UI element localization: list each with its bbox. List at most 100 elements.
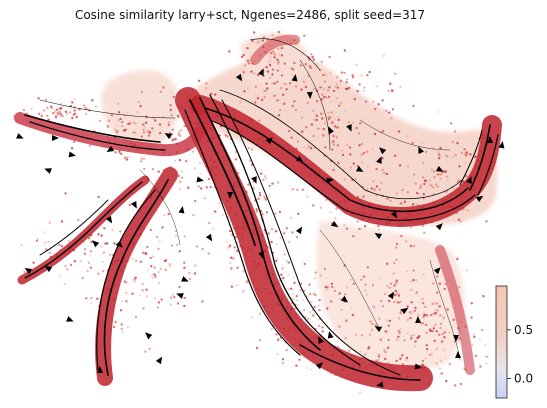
cell-point — [328, 86, 331, 89]
cell-point — [281, 267, 284, 270]
cell-point — [274, 212, 277, 215]
branch-top-spike — [250, 34, 300, 65]
cell-point — [285, 348, 288, 352]
velocity-arrowhead — [453, 334, 460, 342]
cell-point — [351, 313, 355, 317]
cell-point — [339, 79, 343, 83]
velocity-arrowhead — [376, 381, 384, 388]
cell-point — [258, 191, 262, 195]
cell-point — [333, 125, 337, 128]
cell-point — [405, 183, 408, 186]
cell-point — [175, 243, 179, 247]
cell-point — [381, 99, 384, 102]
cell-point — [253, 72, 256, 75]
cell-point — [402, 202, 405, 205]
cell-point — [445, 379, 448, 383]
cell-point — [322, 73, 325, 77]
cell-point — [48, 221, 51, 224]
cell-point — [283, 253, 286, 256]
cell-point — [362, 195, 365, 198]
cell-point — [135, 133, 138, 136]
cell-point — [276, 58, 279, 61]
cell-point — [263, 175, 267, 178]
cell-point — [197, 185, 200, 188]
cell-point — [485, 362, 488, 365]
cell-point — [331, 148, 334, 151]
cell-point — [459, 382, 462, 386]
cell-point — [181, 170, 184, 173]
cell-point — [144, 121, 148, 124]
cell-point — [265, 66, 268, 69]
cell-point — [419, 184, 423, 187]
cell-point — [409, 226, 413, 229]
cell-point — [435, 276, 438, 279]
cell-point — [145, 295, 149, 298]
cell-point — [366, 266, 369, 269]
cell-point — [332, 168, 335, 172]
cell-point — [445, 175, 449, 178]
cell-point — [140, 157, 143, 161]
cell-point — [410, 310, 413, 313]
cell-point — [261, 214, 265, 217]
cell-point — [77, 218, 80, 222]
cell-point — [270, 52, 273, 55]
cell-point — [319, 206, 323, 209]
velocity-arrowhead — [318, 336, 324, 344]
cell-point — [375, 167, 378, 171]
cell-point — [301, 188, 304, 191]
cell-point — [183, 304, 186, 308]
cell-point — [398, 331, 401, 334]
cell-point — [209, 186, 212, 189]
cell-point — [399, 85, 402, 89]
cell-point — [113, 242, 116, 245]
cell-point — [432, 312, 435, 316]
cell-point — [465, 269, 468, 272]
cell-point — [90, 240, 93, 244]
cell-point — [319, 274, 322, 277]
cell-point — [276, 99, 279, 102]
cell-point — [397, 317, 401, 320]
cell-point — [169, 296, 173, 299]
cell-point — [247, 62, 250, 65]
cell-point — [386, 284, 389, 288]
cell-point — [167, 123, 170, 127]
cell-point — [362, 151, 366, 155]
cell-point — [321, 85, 324, 89]
cell-point — [329, 211, 332, 214]
cell-point — [310, 123, 314, 126]
cell-point — [50, 107, 54, 110]
cell-point — [441, 340, 444, 343]
cell-point — [151, 127, 154, 130]
cell-point — [83, 247, 87, 251]
cell-point — [35, 239, 39, 242]
cell-point — [163, 214, 166, 217]
cell-point — [306, 101, 309, 105]
cell-point — [345, 143, 349, 146]
cell-point — [139, 260, 143, 263]
cell-point — [381, 305, 385, 308]
cell-point — [432, 302, 435, 305]
cell-point — [169, 303, 172, 306]
cell-point — [438, 156, 441, 160]
cell-point — [56, 111, 59, 115]
cell-point — [341, 153, 345, 157]
cell-point — [364, 100, 368, 103]
cell-point — [424, 305, 427, 309]
cell-point — [392, 300, 396, 304]
cell-point — [358, 83, 361, 86]
cell-point — [230, 256, 233, 259]
cell-point — [140, 135, 143, 138]
cell-point — [415, 279, 418, 282]
cell-point — [242, 53, 245, 57]
cell-point — [355, 63, 358, 66]
cell-point — [124, 299, 128, 302]
cell-point — [52, 111, 55, 115]
cell-point — [384, 357, 387, 361]
cell-point — [278, 53, 281, 56]
cell-point — [394, 72, 397, 75]
cell-point — [456, 340, 459, 343]
cell-point — [366, 165, 369, 169]
cell-point — [421, 224, 424, 227]
cell-point — [388, 286, 391, 289]
cell-point — [276, 243, 279, 246]
